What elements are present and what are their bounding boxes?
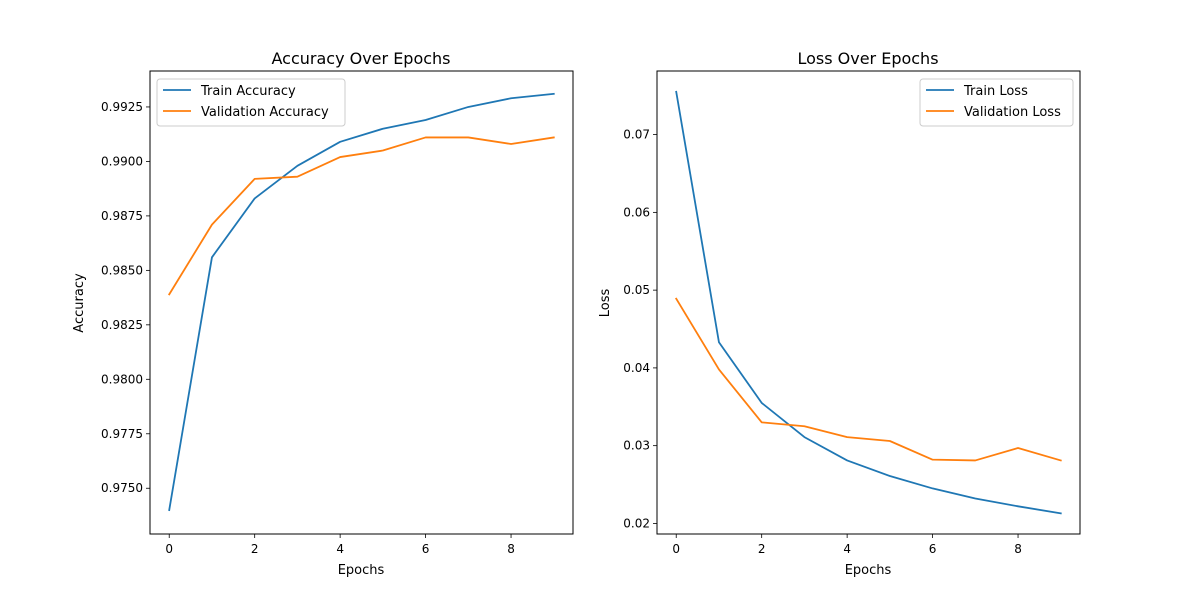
- legend-label-validation-accuracy: Validation Accuracy: [201, 105, 329, 120]
- accuracy-y-tick-label: 0.9775: [101, 427, 143, 441]
- series-line-train-loss: [675, 90, 1062, 515]
- accuracy-y-axis-label: Accuracy: [72, 273, 87, 333]
- accuracy-chart: Accuracy Over Epochs Epochs Accuracy 0 2 4…: [72, 49, 574, 578]
- accuracy-x-tick-label: 8: [507, 542, 515, 556]
- series-line-validation-loss: [674, 297, 1062, 462]
- accuracy-x-axis-label: Epochs: [338, 563, 385, 578]
- loss-y-tick-label: 0.05: [623, 283, 650, 297]
- accuracy-y-tick-label: 0.9800: [101, 372, 143, 386]
- loss-legend: Train Loss Validation Loss: [919, 78, 1074, 127]
- accuracy-legend-box: [156, 78, 346, 127]
- loss-y-tick-label: 0.04: [623, 361, 650, 375]
- loss-chart-title: Loss Over Epochs: [797, 49, 938, 68]
- series-line-train-accuracy: [168, 92, 555, 512]
- loss-x-tick-label: 4: [843, 542, 851, 556]
- accuracy-x-tick-label: 0: [165, 542, 173, 556]
- loss-y-tick-label: 0.02: [623, 516, 650, 530]
- loss-legend-box: [919, 78, 1074, 127]
- accuracy-y-tick-label: 0.9825: [101, 318, 143, 332]
- loss-x-tick-label: 0: [672, 542, 680, 556]
- legend-label-train-accuracy: Train Accuracy: [200, 84, 296, 99]
- loss-plot-area: 0 2 4 6 8 0.02 0.03 0.04 0.05 0.06 0.07: [623, 90, 1062, 556]
- loss-y-tick-label: 0.07: [623, 128, 650, 142]
- loss-x-tick-label: 8: [1014, 542, 1022, 556]
- accuracy-y-tick-label: 0.9750: [101, 481, 143, 495]
- accuracy-x-tick-label: 6: [422, 542, 430, 556]
- loss-x-tick-label: 6: [929, 542, 937, 556]
- accuracy-plot-area: 0 2 4 6 8 0.9750 0.9775 0.9800 0.9825 0.9850 0.987…: [101, 92, 555, 556]
- legend-label-validation-loss: Validation Loss: [964, 105, 1061, 120]
- accuracy-y-tick-label: 0.9875: [101, 209, 143, 223]
- accuracy-y-tick-label: 0.9900: [101, 154, 143, 168]
- loss-x-axis-label: Epochs: [845, 563, 892, 578]
- loss-chart: Loss Over Epochs Epochs Loss 0 2 4 6 8 0.02 0.…: [598, 49, 1081, 578]
- accuracy-x-tick-label: 2: [251, 542, 259, 556]
- accuracy-x-tick-label: 4: [336, 542, 344, 556]
- accuracy-axes-frame: [149, 70, 574, 535]
- accuracy-chart-title: Accuracy Over Epochs: [271, 49, 450, 68]
- loss-y-axis-label: Loss: [598, 289, 613, 318]
- loss-axes-frame: [656, 70, 1081, 535]
- loss-y-tick-label: 0.03: [623, 439, 650, 453]
- accuracy-y-tick-label: 0.9850: [101, 263, 143, 277]
- accuracy-y-tick-label: 0.9925: [101, 100, 143, 114]
- legend-label-train-loss: Train Loss: [963, 84, 1028, 99]
- loss-x-tick-label: 2: [758, 542, 766, 556]
- accuracy-legend: Train Accuracy Validation Accuracy: [156, 78, 346, 127]
- series-line-validation-accuracy: [167, 136, 555, 296]
- loss-y-tick-label: 0.06: [623, 205, 650, 219]
